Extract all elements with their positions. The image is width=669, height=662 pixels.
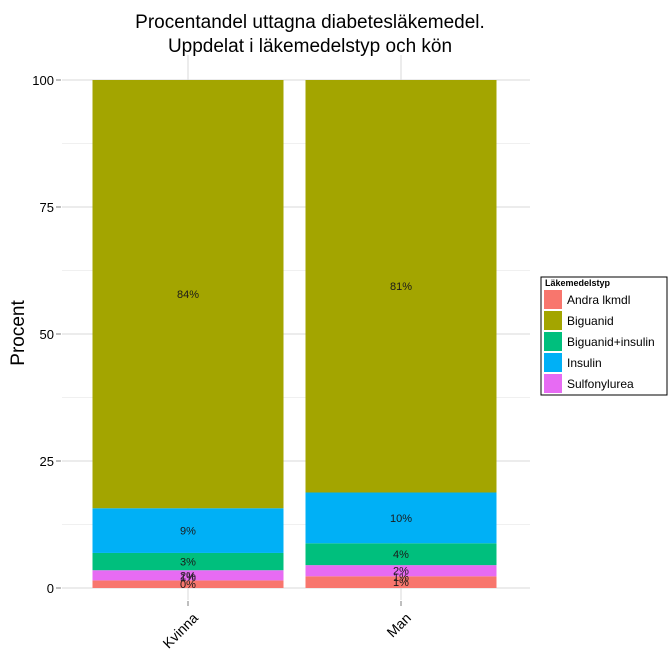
x-tick-label: Kvinna (159, 610, 201, 652)
bar-segment (305, 543, 497, 566)
data-label: 81% (390, 281, 412, 293)
chart-title-line1: Procentandel uttagna diabetesläkemedel. (135, 12, 485, 33)
y-tick-label: 0 (47, 581, 54, 596)
legend-label: Insulin (567, 356, 602, 370)
legend: Läkemedelstyp Andra lkmdl Biguanid Biguani… (540, 276, 668, 396)
bar-segment (305, 492, 497, 544)
bar-segment (92, 552, 284, 571)
legend-label: Andra lkmdl (567, 293, 630, 307)
y-tick-label: 25 (40, 454, 54, 469)
data-label: 10% (390, 513, 412, 525)
data-label: 2% (393, 566, 409, 578)
legend-swatch (544, 332, 562, 351)
bar-segment (305, 565, 497, 577)
legend-swatch (544, 374, 562, 393)
bar-segment (92, 580, 284, 588)
y-tick-label: 100 (32, 73, 54, 88)
legend-label: Biguanid (567, 314, 614, 328)
data-label: 84% (177, 289, 199, 301)
bar-segment (305, 576, 497, 588)
legend-title: Läkemedelstyp (545, 278, 611, 288)
legend-swatch (544, 290, 562, 309)
chart-title-line2: Uppdelat i läkemedelstyp och kön (168, 36, 452, 57)
bar-segment (92, 80, 284, 509)
data-label: 3% (180, 557, 196, 569)
x-tick-label: Man (383, 610, 414, 641)
legend-swatch (544, 311, 562, 330)
legend-swatch (544, 353, 562, 372)
y-ticks: 0 25 50 75 100 (32, 73, 61, 596)
data-label: 4% (393, 549, 409, 561)
bars (92, 80, 497, 588)
data-label: 1% (393, 572, 409, 584)
bar-segment (92, 508, 284, 553)
data-label: 2% (180, 570, 196, 582)
data-labels: 0%2%3%9%84%1%2%4%10%81%1% 1% (177, 281, 412, 591)
bar-segment (92, 570, 284, 581)
x-ticks: Kvinna Man (159, 601, 414, 651)
data-label: 1% (393, 577, 409, 589)
bar-segment (305, 80, 497, 493)
legend-label: Sulfonylurea (567, 377, 634, 391)
data-label: 1% (180, 572, 196, 584)
y-tick-label: 75 (40, 200, 54, 215)
legend-label: Biguanid+insulin (567, 335, 655, 349)
legend-items: Andra lkmdl Biguanid Biguanid+insulin Insul… (544, 290, 655, 393)
data-label: 9% (180, 526, 196, 538)
data-label: 0% (180, 579, 196, 591)
y-axis-label: Procent (8, 300, 29, 366)
y-tick-label: 50 (40, 327, 54, 342)
